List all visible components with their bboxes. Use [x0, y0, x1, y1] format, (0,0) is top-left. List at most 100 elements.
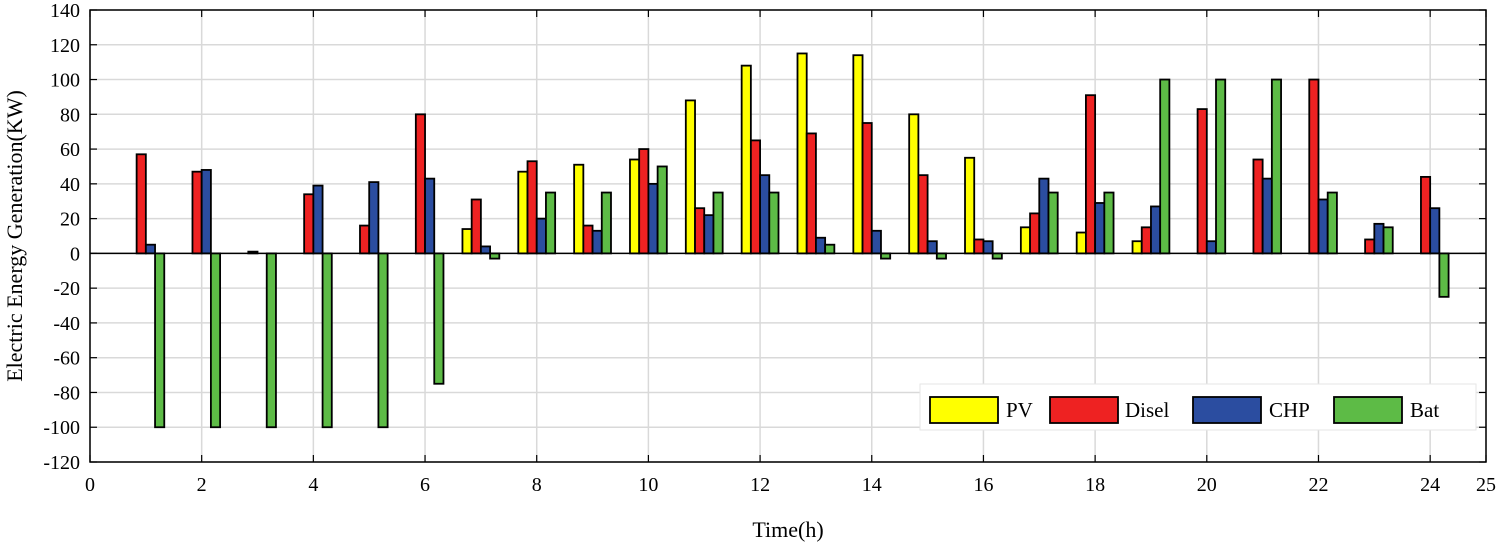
- y-tick-label: -60: [53, 348, 80, 370]
- bar-chp-13: [815, 236, 827, 255]
- x-axis-ticks: 0 2 4 6 8 10 12 14 16 18 20 22 24 25: [85, 10, 1496, 496]
- bar-pv-11: [684, 99, 696, 255]
- x-tick-label: 0: [85, 474, 95, 496]
- y-tick-label: 120: [50, 35, 80, 57]
- bar-disel-8: [526, 160, 538, 255]
- bar-chp-11: [703, 214, 715, 255]
- x-tick-label: 4: [308, 474, 318, 496]
- bar-disel-11: [694, 207, 706, 255]
- bar-pv-8: [517, 170, 529, 255]
- bar-chp-8: [535, 217, 547, 255]
- bar-chp-1: [144, 243, 156, 255]
- bar-pv-18: [1075, 231, 1087, 255]
- bar-bat-24: [1438, 252, 1450, 298]
- legend-label-bat: Bat: [1410, 398, 1439, 422]
- legend-swatch-pv: [929, 396, 999, 424]
- bar-pv-19: [1131, 240, 1143, 255]
- bar-chp-7: [479, 245, 491, 255]
- x-tick-label: 16: [973, 474, 993, 496]
- bar-bat-15: [935, 252, 947, 260]
- bar-chp-12: [759, 174, 771, 255]
- bars: [135, 52, 1450, 429]
- bar-bat-23: [1382, 226, 1394, 255]
- bar-bat-8: [545, 191, 557, 255]
- bar-bat-12: [768, 191, 780, 255]
- bar-bat-14: [880, 252, 892, 260]
- bar-chp-6: [424, 177, 436, 255]
- bar-bat-6: [433, 252, 445, 385]
- bar-bat-13: [824, 243, 836, 255]
- plot-frame: [89, 9, 1487, 463]
- bar-bat-5: [377, 252, 389, 429]
- bar-pv-9: [573, 163, 585, 255]
- x-tick-label: 20: [1197, 474, 1217, 496]
- bar-chp-16: [982, 240, 994, 255]
- bar-bat-9: [600, 191, 612, 255]
- x-tick-label: 24: [1420, 474, 1440, 496]
- bar-bat-22: [1326, 191, 1338, 255]
- bar-pv-7: [461, 228, 473, 255]
- bar-chp-22: [1317, 198, 1329, 255]
- x-tick-label: 10: [638, 474, 658, 496]
- bar-chp-14: [870, 229, 882, 255]
- bar-disel-12: [749, 139, 761, 255]
- bar-disel-5: [359, 224, 371, 255]
- x-tick-label: 22: [1308, 474, 1328, 496]
- bar-disel-13: [805, 132, 817, 255]
- bar-pv-14: [852, 54, 864, 255]
- bar-disel-15: [917, 174, 929, 255]
- bar-pv-13: [796, 52, 808, 255]
- x-tick-label: 8: [532, 474, 542, 496]
- bar-chp-23: [1373, 222, 1385, 255]
- bar-chp-15: [926, 240, 938, 255]
- x-tick-label: 18: [1085, 474, 1105, 496]
- x-tick-label: 12: [750, 474, 770, 496]
- bar-chp-5: [368, 181, 380, 255]
- x-axis-label: Time(h): [752, 517, 823, 542]
- bar-pv-16: [964, 156, 976, 255]
- y-tick-label: 20: [60, 209, 80, 231]
- bar-bat-21: [1270, 78, 1282, 255]
- bar-bat-7: [489, 252, 501, 260]
- bar-disel-24: [1420, 175, 1432, 255]
- bar-disel-10: [638, 148, 650, 255]
- bar-disel-16: [973, 238, 985, 255]
- legend: PV Disel CHP Bat: [919, 383, 1477, 431]
- y-tick-label: 80: [60, 104, 80, 126]
- y-axis-label: Electric Energy Generation(KW): [2, 90, 27, 382]
- bar-pv-17: [1019, 226, 1031, 255]
- bar-chp-24: [1429, 207, 1441, 255]
- bar-chp-18: [1094, 202, 1106, 255]
- bar-bat-17: [1047, 191, 1059, 255]
- y-tick-label: 40: [60, 174, 80, 196]
- bar-bat-11: [712, 191, 724, 255]
- bar-bat-4: [321, 252, 333, 429]
- y-tick-label: 60: [60, 139, 80, 161]
- bar-pv-10: [629, 158, 641, 255]
- bar-bat-10: [656, 165, 668, 255]
- y-tick-label: -20: [53, 278, 80, 300]
- bar-bat-1: [154, 252, 166, 429]
- bar-bat-16: [991, 252, 1003, 260]
- legend-label-disel: Disel: [1125, 398, 1169, 422]
- legend-swatch-disel: [1049, 396, 1119, 424]
- bar-disel-22: [1308, 78, 1320, 255]
- bar-bat-19: [1159, 78, 1171, 255]
- bar-chp-4: [312, 184, 324, 255]
- legend-swatch-bat: [1333, 396, 1403, 424]
- x-tick-label: 2: [197, 474, 207, 496]
- x-tick-label: 14: [862, 474, 882, 496]
- bar-disel-4: [303, 193, 315, 255]
- bar-disel-20: [1196, 108, 1208, 255]
- bar-disel-23: [1364, 238, 1376, 255]
- bar-disel-7: [470, 198, 482, 255]
- bar-chp-20: [1205, 240, 1217, 255]
- legend-label-chp: CHP: [1269, 398, 1310, 422]
- bar-pv-12: [740, 64, 752, 255]
- x-tick-label: 25: [1476, 474, 1496, 496]
- y-tick-label: -80: [53, 382, 80, 404]
- y-tick-label: -40: [53, 313, 80, 335]
- bar-chp-21: [1261, 177, 1273, 255]
- bar-chp-2: [200, 169, 212, 255]
